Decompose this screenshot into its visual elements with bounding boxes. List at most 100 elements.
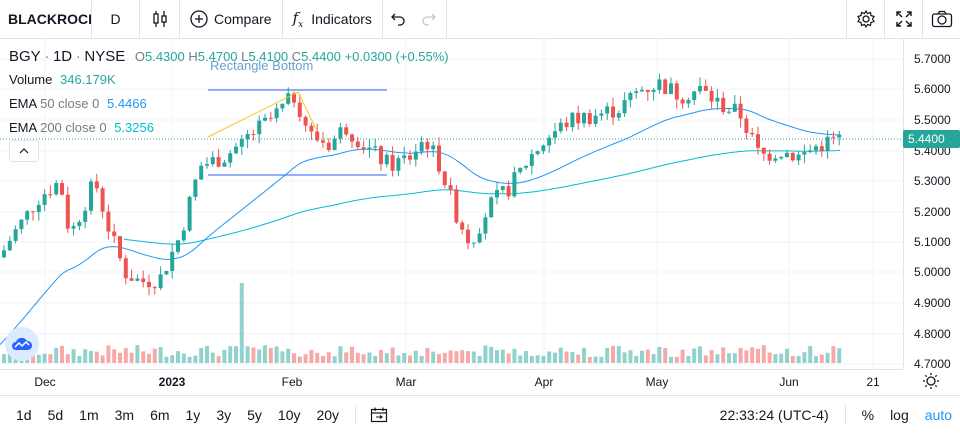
volume-bar: [129, 352, 134, 363]
price-tick: 5.7000: [914, 52, 951, 66]
volume-bar: [582, 347, 586, 363]
range-6m[interactable]: 6m: [150, 407, 170, 423]
ema200-legend[interactable]: EMA 200 close 0 5.3256: [9, 120, 154, 135]
ema50-legend[interactable]: EMA 50 close 0 5.4466: [9, 96, 147, 111]
candle-body: [193, 179, 198, 197]
price-tick: 4.7000: [914, 357, 951, 371]
top-toolbar: BLACKROCK D Compare fx Indicators: [0, 0, 960, 39]
candle-body: [42, 194, 47, 205]
symbol-search[interactable]: BLACKROCK: [0, 0, 92, 38]
volume-bar: [94, 351, 99, 363]
candle-body: [466, 229, 470, 244]
change-value: +0.0300 (+0.55%): [344, 49, 449, 64]
legend-symbol[interactable]: BGY: [9, 48, 41, 65]
candle-body: [703, 85, 708, 91]
volume-bar: [100, 355, 105, 363]
volume-bar: [251, 347, 256, 363]
candle-body: [506, 186, 511, 197]
candle-body: [286, 93, 291, 104]
volume-bar: [721, 347, 726, 363]
candle-body: [2, 250, 6, 258]
ema200-line: [123, 149, 841, 245]
low-value: 5.4100: [248, 49, 289, 64]
high-label: H: [188, 49, 198, 64]
candle-body: [234, 146, 238, 154]
range-3y[interactable]: 3y: [216, 407, 232, 423]
candle-body: [669, 83, 673, 95]
volume-bar: [379, 349, 383, 363]
price-tick: 5.0000: [914, 265, 951, 279]
candle-body: [106, 211, 111, 232]
percent-toggle[interactable]: %: [861, 407, 875, 423]
candle-body: [239, 139, 244, 147]
camera-icon: [931, 10, 953, 28]
candle-body: [779, 156, 784, 159]
time-label: Dec: [34, 375, 56, 389]
indicators-button[interactable]: fx Indicators: [283, 0, 383, 38]
clock[interactable]: 22:33:24 (UTC-4): [719, 407, 829, 423]
collapse-legend-button[interactable]: [9, 140, 39, 162]
chart-pane[interactable]: [0, 39, 903, 369]
volume-bar: [65, 354, 70, 363]
candle-body: [477, 233, 482, 243]
compare-button[interactable]: Compare: [180, 0, 283, 38]
range-1d[interactable]: 1d: [16, 407, 32, 423]
tradingview-logo[interactable]: [5, 327, 39, 361]
candle-body: [245, 134, 250, 140]
candle-body: [355, 141, 360, 148]
candle-body: [535, 151, 540, 155]
candle-body: [309, 125, 314, 132]
candle-body: [152, 287, 157, 289]
chart-type-button[interactable]: [140, 0, 180, 38]
snapshot-button[interactable]: [922, 0, 960, 38]
goto-date-button[interactable]: [364, 407, 394, 423]
volume-bar: [292, 353, 296, 363]
volume-bar: [814, 356, 818, 363]
volume-bar: [210, 352, 215, 363]
undo-button[interactable]: [383, 0, 413, 38]
candle-body: [605, 106, 610, 114]
settings-button[interactable]: [846, 0, 884, 38]
volume-bar: [611, 345, 615, 363]
candle-body: [599, 113, 604, 116]
volume-bar: [837, 348, 842, 363]
candle-body: [13, 229, 18, 241]
candle-body: [721, 97, 726, 113]
interval-button[interactable]: D: [92, 0, 140, 38]
candle-body: [761, 147, 766, 154]
volume-bar: [193, 355, 198, 363]
volume-bar: [599, 356, 604, 363]
range-10y[interactable]: 10y: [277, 407, 301, 423]
range-1m[interactable]: 1m: [79, 407, 99, 423]
volume-bar: [605, 347, 610, 363]
candle-body: [431, 145, 436, 150]
volume-legend[interactable]: Volume 346.179K: [9, 72, 116, 87]
auto-toggle[interactable]: auto: [924, 407, 952, 423]
range-20y[interactable]: 20y: [316, 407, 340, 423]
axis-settings-button[interactable]: [922, 372, 942, 392]
legend-interval: 1D: [52, 48, 73, 65]
candle-body: [512, 172, 517, 197]
indicators-label: Indicators: [311, 11, 372, 27]
price-scale[interactable]: 5.7000 5.6000 5.5000 5.4000 5.3000 5.2000 5.10…: [903, 39, 960, 371]
candle-body: [454, 189, 459, 223]
rectangle-drawing[interactable]: [207, 89, 387, 176]
volume-value: 346.179K: [60, 72, 116, 87]
volume-bar: [518, 355, 523, 363]
log-toggle[interactable]: log: [890, 407, 909, 423]
range-3m[interactable]: 3m: [114, 407, 135, 423]
range-1y[interactable]: 1y: [185, 407, 201, 423]
volume-bar: [466, 351, 470, 363]
legend-exchange: NYSE: [84, 48, 126, 65]
fullscreen-button[interactable]: [884, 0, 922, 38]
calendar-range-icon: [370, 407, 388, 423]
volume-bar: [657, 346, 662, 363]
volume-bar: [106, 345, 111, 363]
time-axis[interactable]: Dec 2023 Feb Mar Apr May Jun 21: [0, 369, 903, 394]
candle-body: [634, 91, 639, 93]
range-5y[interactable]: 5y: [247, 407, 262, 423]
volume-bar: [60, 345, 64, 363]
range-5d[interactable]: 5d: [47, 407, 64, 423]
redo-button[interactable]: [413, 0, 447, 38]
volume-bar: [147, 353, 151, 363]
